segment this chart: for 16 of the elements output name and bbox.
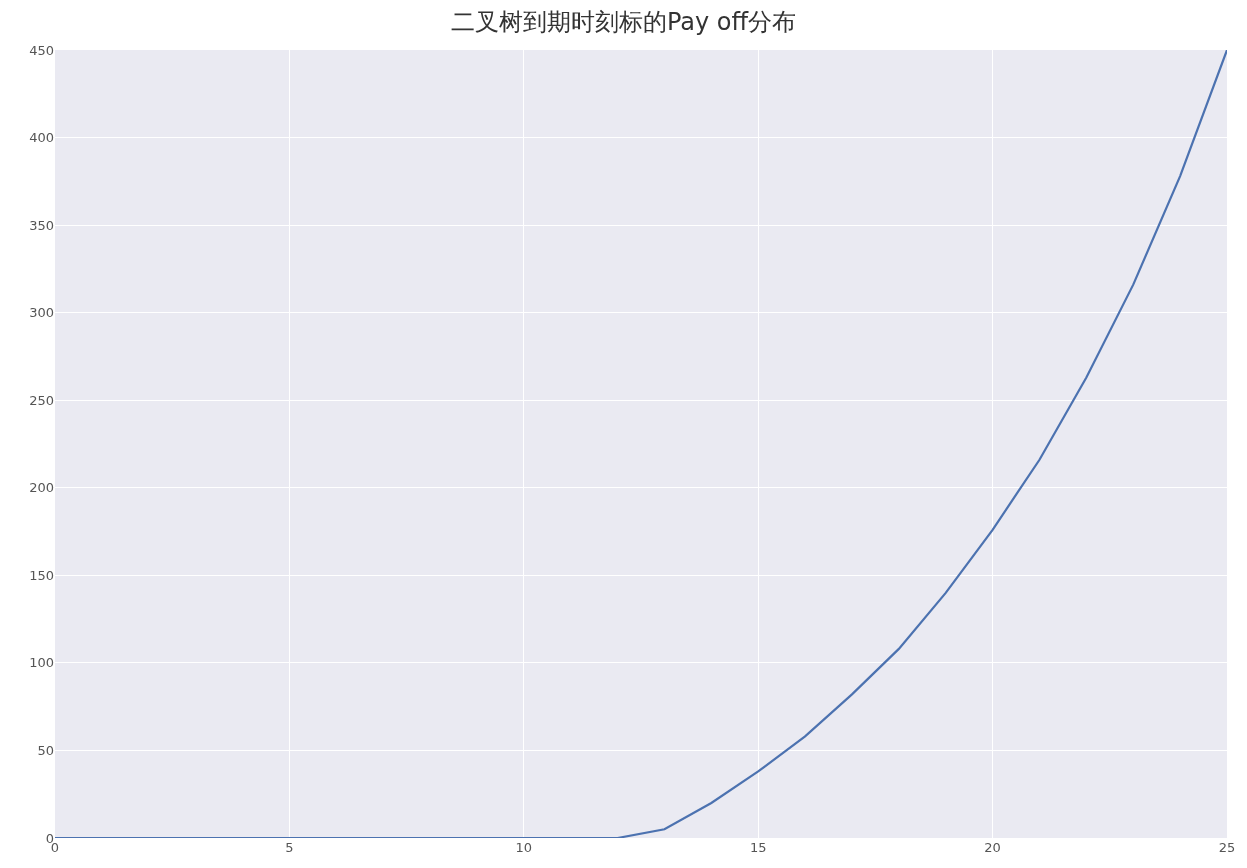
y-tick-label: 350 bbox=[29, 217, 54, 233]
y-tick-label: 200 bbox=[29, 480, 54, 496]
y-tick-label: 400 bbox=[29, 130, 54, 146]
x-tick-label: 10 bbox=[515, 840, 533, 855]
chart-title: 二叉树到期时刻标的Pay off分布 bbox=[450, 7, 797, 36]
x-tick-label: 25 bbox=[1218, 840, 1236, 855]
line-series bbox=[55, 50, 1227, 838]
y-tick-label: 50 bbox=[37, 742, 54, 758]
y-tick-label: 450 bbox=[29, 42, 54, 58]
y-tick-label: 150 bbox=[29, 567, 54, 583]
y-tick-label: 250 bbox=[29, 392, 54, 408]
y-tick-label: 100 bbox=[29, 655, 54, 671]
x-tick-label: 5 bbox=[285, 840, 294, 855]
x-tick-label: 15 bbox=[749, 840, 767, 855]
y-tick-label: 300 bbox=[29, 305, 54, 321]
x-tick-label: 20 bbox=[984, 840, 1001, 855]
